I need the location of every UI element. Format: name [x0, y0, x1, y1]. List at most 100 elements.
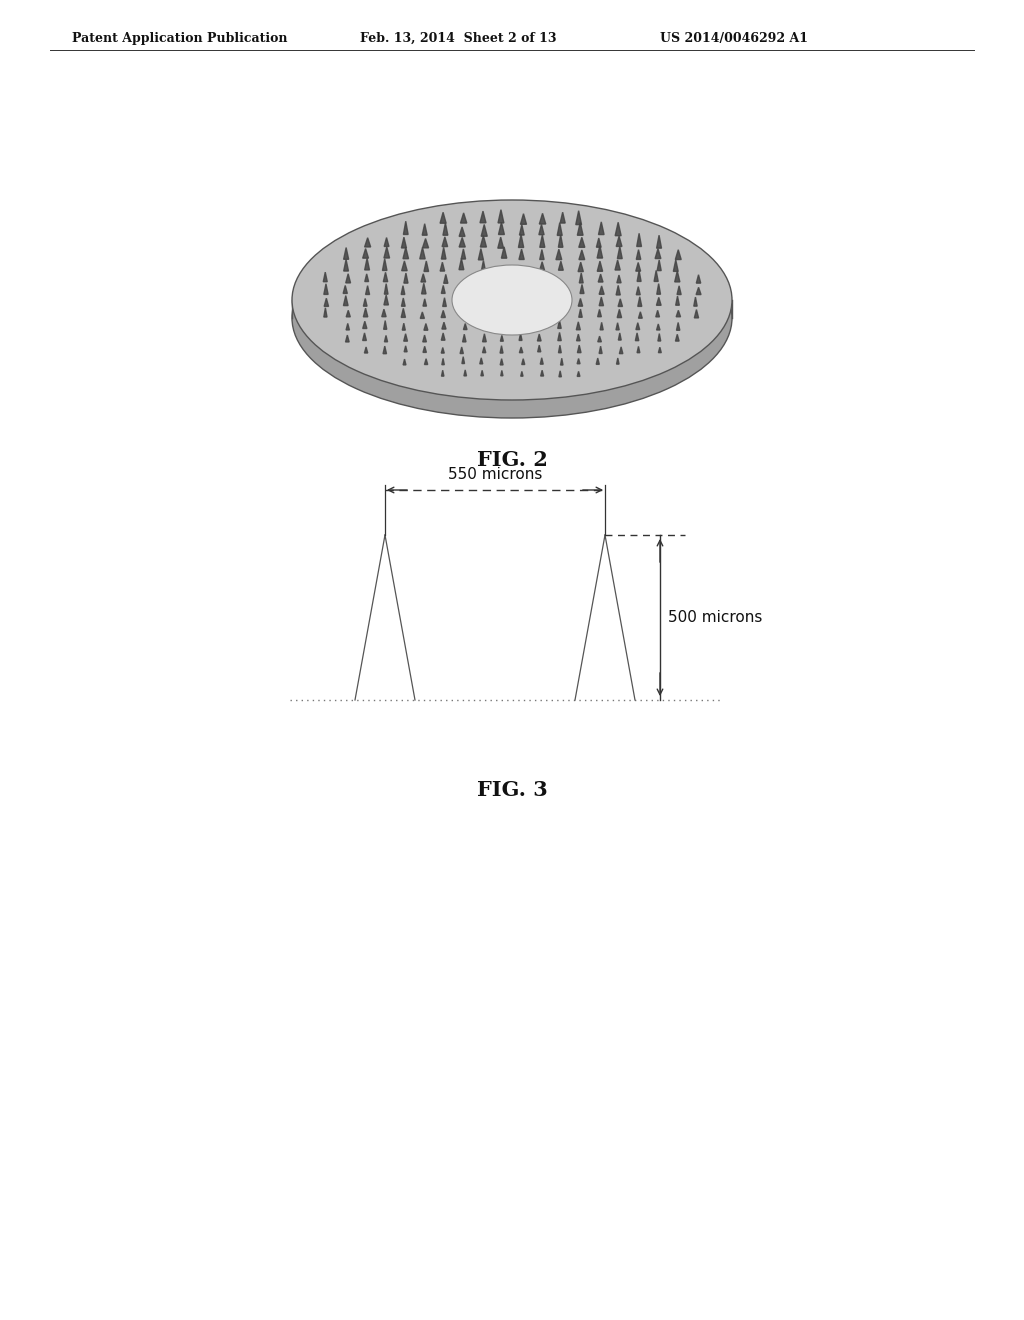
- Polygon shape: [478, 248, 483, 260]
- Polygon shape: [461, 213, 467, 223]
- Polygon shape: [383, 272, 388, 281]
- Polygon shape: [677, 322, 680, 330]
- Polygon shape: [384, 321, 387, 329]
- Polygon shape: [384, 296, 388, 305]
- Polygon shape: [658, 347, 662, 352]
- Polygon shape: [656, 284, 660, 294]
- Polygon shape: [540, 249, 544, 260]
- Polygon shape: [480, 358, 482, 364]
- Polygon shape: [578, 345, 581, 352]
- Polygon shape: [656, 297, 662, 305]
- Text: Feb. 13, 2014  Sheet 2 of 13: Feb. 13, 2014 Sheet 2 of 13: [360, 32, 556, 45]
- Polygon shape: [464, 370, 467, 376]
- Polygon shape: [325, 298, 329, 306]
- Polygon shape: [654, 271, 658, 281]
- Polygon shape: [521, 359, 524, 364]
- Polygon shape: [578, 223, 583, 235]
- Polygon shape: [557, 223, 562, 235]
- Polygon shape: [384, 247, 389, 257]
- Polygon shape: [637, 271, 641, 281]
- Polygon shape: [482, 334, 486, 342]
- Polygon shape: [498, 210, 504, 223]
- Polygon shape: [617, 247, 623, 259]
- Polygon shape: [636, 286, 640, 294]
- Polygon shape: [502, 247, 507, 259]
- Polygon shape: [440, 263, 444, 271]
- Ellipse shape: [292, 201, 732, 400]
- Polygon shape: [540, 261, 545, 271]
- Polygon shape: [656, 323, 660, 330]
- Ellipse shape: [452, 265, 572, 335]
- Polygon shape: [424, 261, 429, 272]
- Polygon shape: [656, 235, 662, 248]
- Polygon shape: [538, 345, 541, 352]
- Polygon shape: [459, 238, 465, 247]
- Polygon shape: [600, 322, 603, 330]
- Polygon shape: [362, 248, 369, 259]
- Polygon shape: [638, 312, 642, 318]
- Text: FIG. 2: FIG. 2: [476, 450, 548, 470]
- Polygon shape: [441, 370, 444, 376]
- Polygon shape: [499, 222, 505, 235]
- Polygon shape: [694, 310, 698, 318]
- Polygon shape: [675, 249, 681, 260]
- Polygon shape: [615, 222, 622, 236]
- Polygon shape: [519, 249, 524, 260]
- Polygon shape: [443, 223, 447, 235]
- Polygon shape: [615, 260, 621, 271]
- Polygon shape: [560, 213, 565, 223]
- Polygon shape: [422, 223, 427, 235]
- Polygon shape: [364, 298, 367, 306]
- Polygon shape: [401, 309, 406, 317]
- Text: 500 microns: 500 microns: [668, 610, 763, 624]
- Polygon shape: [383, 346, 386, 354]
- Polygon shape: [638, 297, 642, 306]
- Polygon shape: [579, 309, 583, 317]
- Polygon shape: [324, 272, 328, 281]
- Polygon shape: [618, 333, 622, 341]
- Polygon shape: [598, 275, 603, 282]
- Polygon shape: [461, 249, 466, 259]
- Polygon shape: [324, 284, 328, 294]
- Polygon shape: [616, 323, 620, 330]
- Polygon shape: [365, 347, 368, 352]
- Polygon shape: [423, 346, 426, 352]
- Polygon shape: [597, 261, 603, 272]
- Polygon shape: [344, 260, 348, 271]
- Text: Patent Application Publication: Patent Application Publication: [72, 32, 288, 45]
- Polygon shape: [596, 238, 601, 247]
- Polygon shape: [519, 224, 524, 235]
- Polygon shape: [498, 238, 504, 248]
- Polygon shape: [674, 260, 678, 272]
- Polygon shape: [655, 248, 660, 259]
- Polygon shape: [657, 334, 660, 341]
- Polygon shape: [345, 335, 349, 342]
- Polygon shape: [636, 263, 641, 271]
- Polygon shape: [463, 334, 466, 342]
- Polygon shape: [616, 358, 620, 364]
- Polygon shape: [540, 235, 545, 247]
- Polygon shape: [420, 312, 424, 318]
- Polygon shape: [462, 356, 465, 363]
- Polygon shape: [598, 337, 601, 342]
- Polygon shape: [346, 323, 349, 330]
- Polygon shape: [676, 296, 679, 305]
- Polygon shape: [655, 310, 659, 317]
- Polygon shape: [442, 298, 446, 306]
- Polygon shape: [636, 249, 641, 260]
- Polygon shape: [693, 297, 697, 306]
- Polygon shape: [423, 298, 426, 306]
- Polygon shape: [441, 347, 444, 354]
- Polygon shape: [402, 323, 406, 330]
- Polygon shape: [580, 285, 584, 293]
- Polygon shape: [362, 333, 367, 341]
- Polygon shape: [441, 285, 445, 293]
- Polygon shape: [441, 333, 445, 341]
- Polygon shape: [481, 260, 485, 271]
- Polygon shape: [404, 346, 408, 352]
- Polygon shape: [558, 346, 561, 352]
- Polygon shape: [401, 298, 406, 306]
- Polygon shape: [538, 334, 541, 341]
- Polygon shape: [577, 322, 581, 330]
- Polygon shape: [420, 247, 425, 259]
